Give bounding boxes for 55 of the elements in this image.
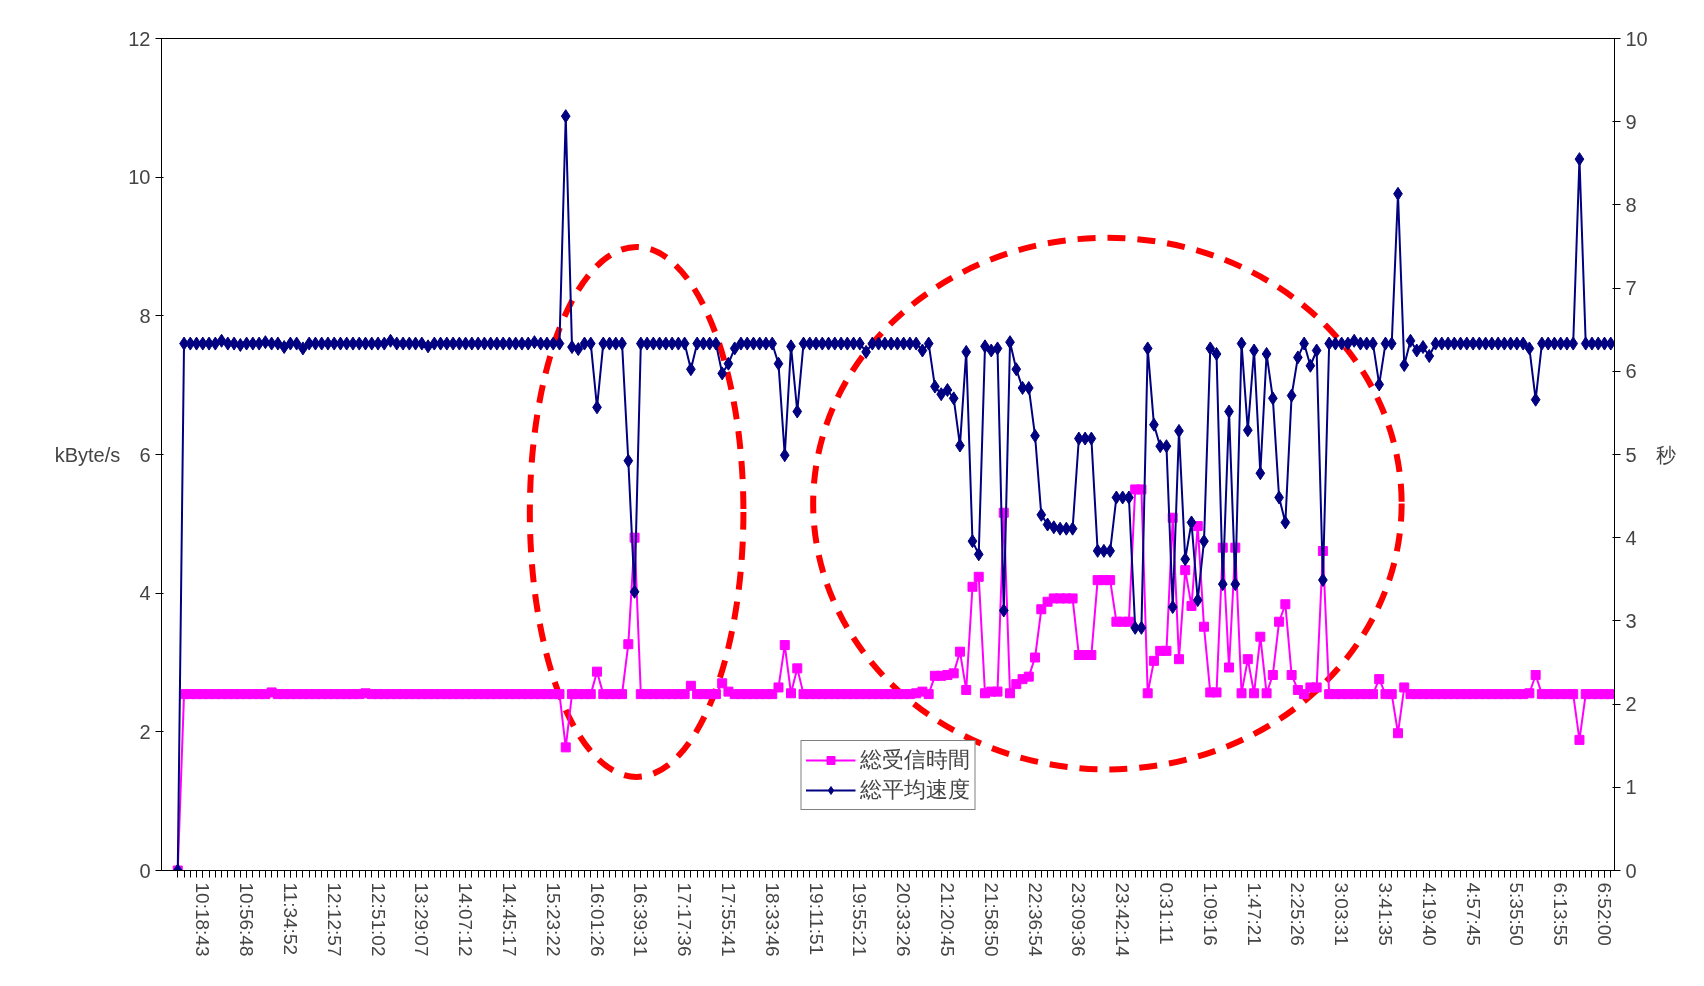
legend-label: 総平均速度 xyxy=(860,776,970,804)
x-tick-label: 6:13:55 xyxy=(1550,882,1572,946)
x-tick-label: 22:36:54 xyxy=(1024,882,1046,957)
x-tick-label: 3:03:31 xyxy=(1331,882,1353,946)
y2-tick-label: 10 xyxy=(1625,27,1648,50)
x-tick-label: 10:56:48 xyxy=(236,882,258,957)
x-tick-label: 1:47:21 xyxy=(1243,882,1265,946)
y2-tick-label: 1 xyxy=(1625,776,1637,799)
x-tick-label: 17:55:41 xyxy=(717,882,739,957)
x-tick-label: 19:55:21 xyxy=(849,882,871,957)
x-tick-label: 0:31:11 xyxy=(1155,882,1177,945)
y-tick-label: 4 xyxy=(139,582,151,605)
x-tick-label: 23:09:36 xyxy=(1068,882,1090,957)
x-tick-label: 12:12:57 xyxy=(323,882,345,957)
x-tick-label: 23:42:14 xyxy=(1112,882,1134,957)
x-tick-label: 11:34:52 xyxy=(279,882,301,956)
y2-tick-label: 6 xyxy=(1625,360,1637,383)
x-tick-label: 13:29:07 xyxy=(411,882,433,957)
x-tick-label: 16:39:31 xyxy=(630,882,652,957)
x-tick-label: 12:51:02 xyxy=(367,882,389,957)
x-tick-label: 18:33:46 xyxy=(761,882,783,957)
x-tick-label: 20:33:26 xyxy=(893,882,915,957)
y-axis-title: kByte/s xyxy=(54,443,121,466)
x-tick-label: 21:58:50 xyxy=(980,882,1002,957)
y2-axis-title: 秒 xyxy=(1655,442,1676,467)
x-tick-label: 5:35:50 xyxy=(1506,882,1528,946)
x-tick-label: 16:01:26 xyxy=(586,882,608,957)
y2-tick-label: 7 xyxy=(1625,277,1637,300)
y-tick-label: 2 xyxy=(139,720,151,743)
x-tick-label: 14:45:17 xyxy=(498,882,520,957)
x-tick-label: 4:19:40 xyxy=(1418,882,1440,946)
y2-tick-label: 9 xyxy=(1625,110,1637,133)
y-tick-label: 6 xyxy=(139,443,151,466)
y2-tick-label: 3 xyxy=(1625,609,1637,632)
x-tick-label: 6:52:00 xyxy=(1593,882,1615,946)
x-tick-label: 15:23:22 xyxy=(542,882,564,957)
x-tick-label: 19:11:51 xyxy=(805,882,827,956)
y-tick-label: 8 xyxy=(139,304,151,327)
x-tick-label: 2:25:26 xyxy=(1287,882,1309,946)
y2-tick-label: 5 xyxy=(1625,443,1637,466)
x-tick-label: 14:07:12 xyxy=(455,882,477,957)
x-tick-label: 1:09:16 xyxy=(1199,882,1221,946)
x-tick-label: 4:57:45 xyxy=(1462,882,1484,946)
x-tick-label: 21:20:45 xyxy=(936,882,958,957)
y2-tick-label: 4 xyxy=(1625,526,1637,549)
x-tick-label: 10:18:43 xyxy=(192,882,214,957)
y-tick-label: 10 xyxy=(128,166,151,189)
legend-label: 総受信時間 xyxy=(860,746,970,774)
x-tick-label: 3:41:35 xyxy=(1374,882,1396,946)
y2-tick-label: 2 xyxy=(1625,693,1637,716)
y-tick-label: 12 xyxy=(128,27,151,50)
y-tick-label: 0 xyxy=(139,859,151,882)
y2-tick-label: 8 xyxy=(1625,193,1637,216)
x-tick-label: 17:17:36 xyxy=(674,882,696,957)
y2-tick-label: 0 xyxy=(1625,859,1637,882)
